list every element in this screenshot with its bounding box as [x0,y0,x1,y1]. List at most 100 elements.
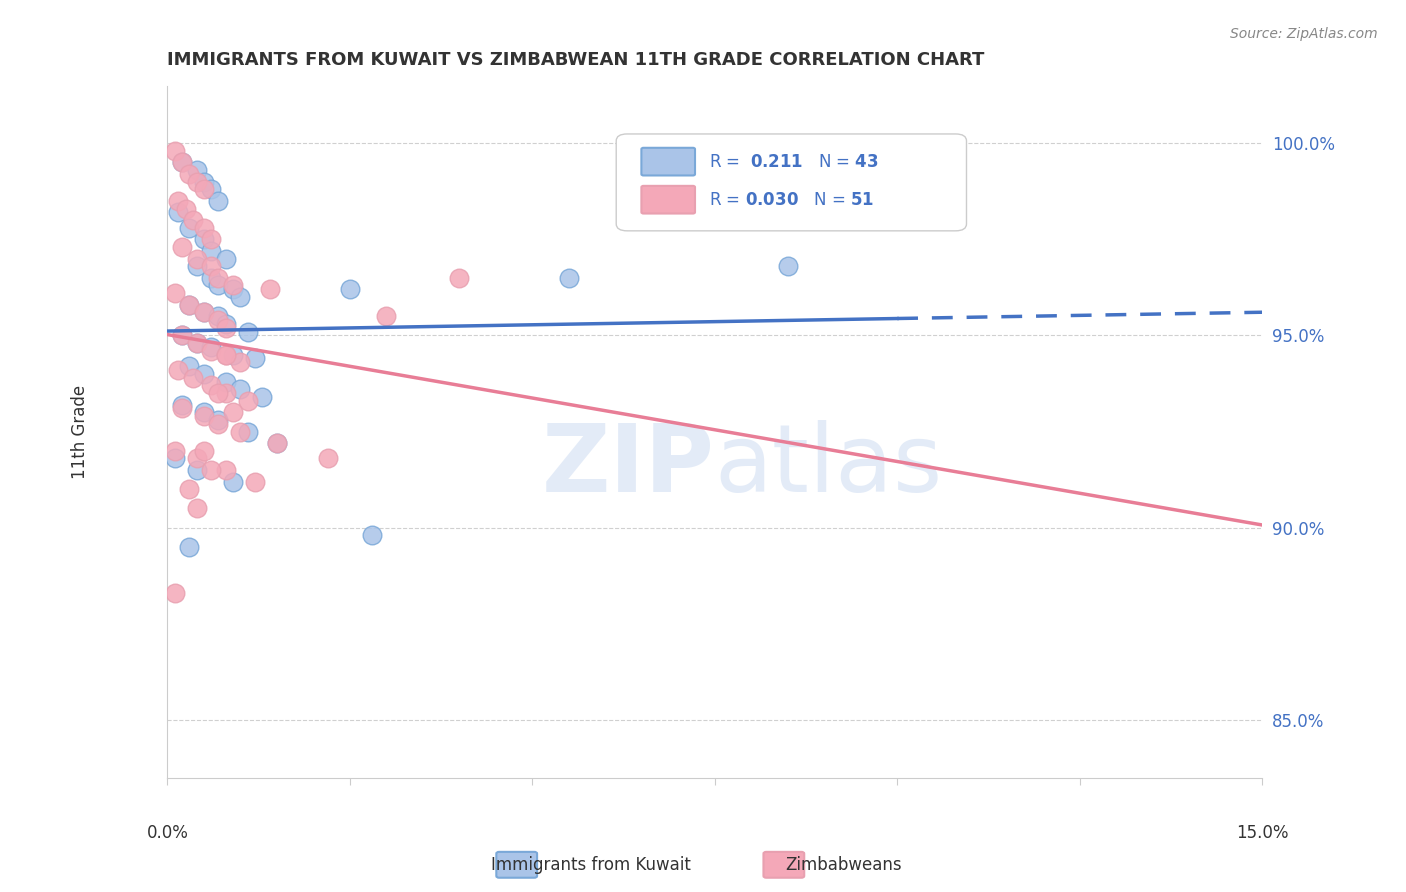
Point [193,367,215,381]
Point [186,252,208,266]
Point [229,290,252,304]
Point [215,320,238,334]
Point [200,182,222,196]
Point [163,286,186,301]
Point [163,144,186,158]
Point [179,298,201,312]
Point [776,259,799,273]
Point [449,270,471,285]
Point [207,386,229,401]
Point [170,240,193,254]
Point [174,202,197,216]
Point [186,336,208,351]
Text: 0.0%: 0.0% [146,823,188,842]
Point [179,482,201,496]
Point [193,220,215,235]
Point [181,213,204,227]
Point [163,586,186,600]
Point [170,328,193,343]
FancyBboxPatch shape [763,852,804,878]
Point [229,425,252,439]
Point [200,244,222,258]
Point [200,270,222,285]
Point [186,336,208,351]
Point [193,405,215,419]
Point [222,405,245,419]
Point [207,194,229,208]
Text: 15.0%: 15.0% [1236,823,1288,842]
Point [215,386,238,401]
FancyBboxPatch shape [496,852,537,878]
Point [215,348,238,362]
Point [360,528,382,542]
Point [200,232,222,246]
Point [229,382,252,396]
Point [207,313,229,327]
Point [179,220,201,235]
Point [236,325,259,339]
Point [170,155,193,169]
Point [186,501,208,516]
Text: Immigrants from Kuwait: Immigrants from Kuwait [491,856,690,874]
Text: R = $\mathbf{0.030}$   N = $\mathbf{51}$: R = $\mathbf{0.030}$ N = $\mathbf{51}$ [709,191,875,209]
Point [207,278,229,293]
Text: 11th Grade: 11th Grade [70,384,89,479]
Point [339,282,361,296]
Point [193,409,215,424]
Point [170,328,193,343]
Point [179,167,201,181]
Point [186,451,208,466]
Point [215,375,238,389]
FancyBboxPatch shape [616,134,966,231]
Point [558,270,581,285]
Point [215,252,238,266]
Point [200,340,222,354]
Point [215,348,238,362]
Point [229,355,252,369]
Point [236,393,259,408]
Point [181,370,204,384]
FancyBboxPatch shape [641,186,695,213]
Point [259,282,281,296]
Point [222,348,245,362]
Point [200,343,222,358]
Point [207,413,229,427]
FancyBboxPatch shape [641,148,695,176]
Point [243,475,266,489]
Point [163,451,186,466]
Point [193,305,215,319]
Point [207,270,229,285]
Point [186,175,208,189]
Text: IMMIGRANTS FROM KUWAIT VS ZIMBABWEAN 11TH GRADE CORRELATION CHART: IMMIGRANTS FROM KUWAIT VS ZIMBABWEAN 11T… [167,51,984,69]
Point [243,351,266,366]
Point [200,259,222,273]
Point [215,463,238,477]
Point [222,278,245,293]
Point [266,436,288,450]
Point [193,232,215,246]
Point [200,463,222,477]
Point [193,175,215,189]
Point [252,390,274,404]
Point [179,359,201,373]
Point [316,451,339,466]
Point [179,298,201,312]
Point [186,259,208,273]
Point [193,305,215,319]
Text: R =  $\mathbf{0.211}$   N = $\mathbf{43}$: R = $\mathbf{0.211}$ N = $\mathbf{43}$ [709,153,879,170]
Point [200,378,222,392]
Point [167,194,190,208]
Point [167,363,190,377]
Point [222,475,245,489]
Point [170,155,193,169]
Text: atlas: atlas [714,420,943,512]
Point [167,205,190,219]
Text: Source: ZipAtlas.com: Source: ZipAtlas.com [1230,27,1378,41]
Point [186,163,208,178]
Point [193,182,215,196]
Point [375,309,398,323]
Point [222,282,245,296]
Text: Zimbabweans: Zimbabweans [786,856,901,874]
Point [266,436,288,450]
Point [179,540,201,554]
